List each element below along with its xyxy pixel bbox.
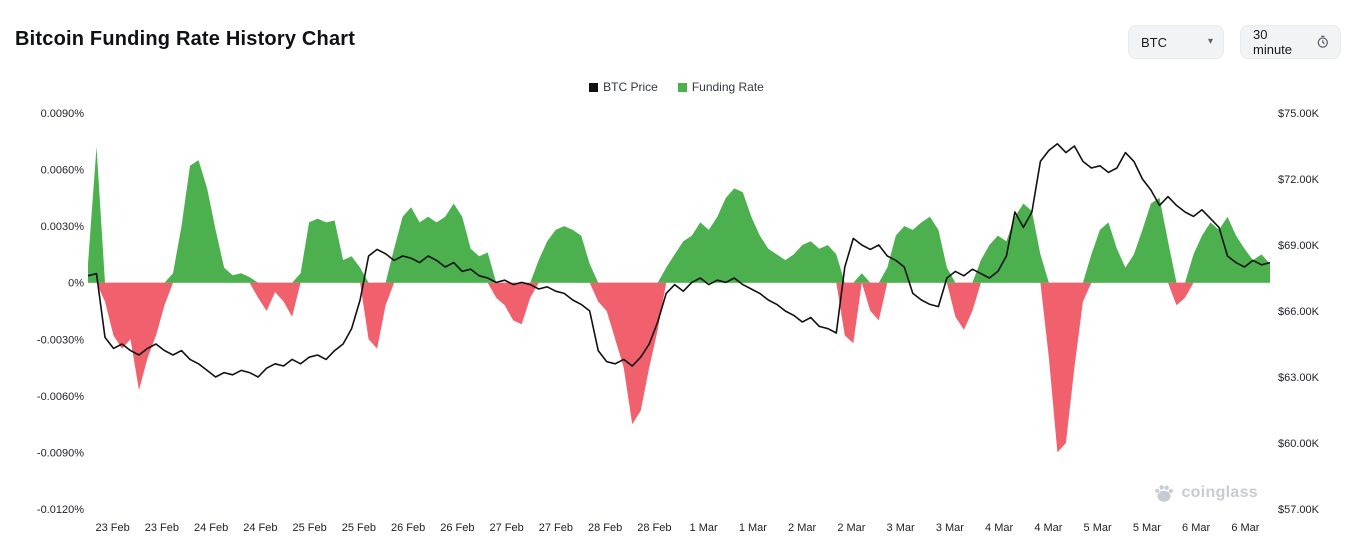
x-axis-label: 24 Feb: [243, 522, 277, 534]
interval-select-dropdown[interactable]: 30 minute: [1240, 25, 1341, 59]
x-axis-label: 5 Mar: [1133, 522, 1161, 534]
x-axis-label: 5 Mar: [1084, 522, 1112, 534]
x-axis-label: 3 Mar: [887, 522, 915, 534]
x-axis-label: 27 Feb: [489, 522, 523, 534]
coin-select-value: BTC: [1141, 34, 1167, 50]
left-axis-tick: -0.0090%: [37, 447, 84, 459]
coinglass-paw-icon: [1155, 485, 1174, 502]
x-axis-label: 28 Feb: [637, 522, 671, 534]
interval-select-value: 30 minute: [1253, 27, 1293, 57]
x-axis-label: 2 Mar: [788, 522, 816, 534]
x-axis-label: 23 Feb: [145, 522, 179, 534]
x-axis-label: 1 Mar: [690, 522, 718, 534]
left-axis-tick: 0.0090%: [41, 108, 85, 120]
btc-price-swatch: [589, 82, 599, 92]
coin-select-dropdown[interactable]: BTC ▾: [1128, 25, 1224, 59]
x-axis-label: 4 Mar: [985, 522, 1013, 534]
right-axis-tick: $60.00K: [1278, 438, 1320, 450]
left-axis-tick: -0.0030%: [37, 334, 84, 346]
x-axis-label: 6 Mar: [1182, 522, 1210, 534]
x-axis-label: 1 Mar: [739, 522, 767, 534]
left-axis-tick: 0%: [68, 278, 84, 290]
coinglass-watermark: coinglass: [1153, 482, 1258, 504]
chevron-down-icon: ▾: [1207, 36, 1213, 47]
x-axis-label: 26 Feb: [391, 522, 425, 534]
left-axis-tick: 0.0060%: [41, 165, 85, 177]
left-axis-tick: 0.0030%: [41, 221, 85, 233]
x-axis-label: 2 Mar: [837, 522, 865, 534]
x-axis-label: 26 Feb: [440, 522, 474, 534]
left-axis-tick: -0.0120%: [37, 504, 84, 516]
right-axis-tick: $57.00K: [1278, 504, 1320, 516]
x-axis-label: 24 Feb: [194, 522, 228, 534]
legend-item-funding-rate[interactable]: Funding Rate: [677, 80, 764, 94]
x-axis-label: 6 Mar: [1231, 522, 1259, 534]
chart-legend: BTC Price Funding Rate: [0, 80, 1353, 94]
funding-rate-positive-area: [88, 146, 1270, 283]
x-axis-label: 23 Feb: [95, 522, 129, 534]
right-axis-tick: $69.00K: [1278, 240, 1320, 252]
right-axis-tick: $63.00K: [1278, 372, 1320, 384]
clock-icon: [1318, 35, 1329, 48]
x-axis-label: 25 Feb: [342, 522, 376, 534]
x-axis-label: 25 Feb: [292, 522, 326, 534]
btc-price-line: [87, 143, 1271, 378]
legend-item-btc-price[interactable]: BTC Price: [589, 80, 658, 94]
coinglass-wordmark: coinglass: [1181, 484, 1258, 501]
x-axis-label: 4 Mar: [1034, 522, 1062, 534]
funding-rate-swatch: [677, 82, 687, 92]
left-axis-tick: -0.0060%: [37, 391, 84, 403]
x-axis-label: 3 Mar: [936, 522, 964, 534]
right-axis-tick: $75.00K: [1278, 108, 1320, 120]
x-axis-label: 28 Feb: [588, 522, 622, 534]
legend-label-funding-rate: Funding Rate: [691, 80, 764, 94]
legend-label-btc-price: BTC Price: [603, 80, 658, 94]
funding-rate-negative-area: [88, 282, 1270, 453]
right-axis-tick: $72.00K: [1278, 174, 1320, 186]
right-axis-tick: $66.00K: [1278, 306, 1320, 318]
x-axis-label: 27 Feb: [539, 522, 573, 534]
page-title: Bitcoin Funding Rate History Chart: [15, 28, 356, 50]
